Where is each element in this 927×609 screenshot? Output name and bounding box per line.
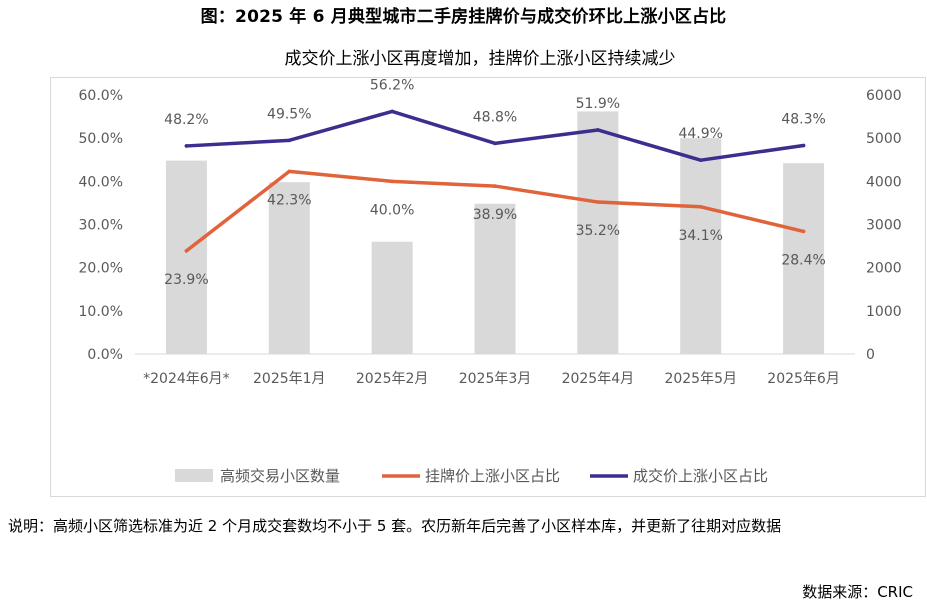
line-listing-price-point bbox=[493, 184, 497, 188]
y-right-tick-label: 4000 bbox=[866, 174, 902, 190]
line-listing-price-point bbox=[184, 249, 189, 253]
line-transaction-price-point bbox=[493, 141, 497, 146]
line-transaction-price-point bbox=[801, 143, 806, 148]
data-label-listing: 38.9% bbox=[473, 207, 517, 223]
bar-high-freq-count bbox=[371, 241, 413, 354]
y-left-tick-label: 60.0% bbox=[79, 88, 123, 104]
y-right-tick-label: 0 bbox=[866, 347, 875, 363]
bar-high-freq-count bbox=[577, 111, 619, 354]
y-left-tick-label: 30.0% bbox=[79, 218, 123, 234]
line-listing-price-point bbox=[596, 200, 600, 204]
y-left-tick-label: 20.0% bbox=[79, 261, 123, 277]
data-label-listing: 23.9% bbox=[164, 272, 208, 288]
line-listing-price-point bbox=[390, 179, 394, 184]
y-right-tick-label: 2000 bbox=[866, 261, 902, 277]
x-tick-label: 2025年1月 bbox=[253, 371, 326, 387]
x-tick-label: 2025年4月 bbox=[562, 371, 635, 387]
data-label-listing: 28.4% bbox=[781, 252, 825, 268]
legend-label-listing: 挂牌价上涨小区占比 bbox=[425, 467, 560, 485]
y-right-tick-label: 3000 bbox=[866, 218, 902, 234]
data-label-transaction: 48.8% bbox=[473, 109, 517, 125]
line-transaction-price-point bbox=[390, 109, 394, 114]
x-tick-label: 2025年5月 bbox=[664, 371, 737, 387]
data-label-transaction: 44.9% bbox=[678, 126, 722, 142]
chart: 成交价上涨小区再度增加，挂牌价上涨小区持续减少 0.0% 10.0% 20.0% 30.… bbox=[79, 49, 902, 485]
line-transaction-price-point bbox=[184, 144, 189, 148]
y-left-tick-label: 0.0% bbox=[87, 347, 123, 363]
data-label-transaction: 49.5% bbox=[267, 106, 311, 122]
y-left-tick-label: 10.0% bbox=[79, 304, 123, 320]
legend-label-bars: 高频交易小区数量 bbox=[220, 467, 340, 485]
bar-high-freq-count bbox=[268, 182, 310, 354]
line-listing-price-point bbox=[698, 205, 703, 209]
bar-high-freq-count bbox=[474, 203, 516, 354]
data-label-transaction: 48.3% bbox=[781, 112, 825, 128]
y-left-tick-label: 40.0% bbox=[79, 174, 123, 190]
chart-subtitle: 成交价上涨小区再度增加，挂牌价上涨小区持续减少 bbox=[285, 49, 676, 69]
chart-frame bbox=[50, 77, 926, 497]
chart-title: 图：2025 年 6 月典型城市二手房挂牌价与成交价环比上涨小区占比 bbox=[200, 7, 727, 27]
line-transaction-price-point bbox=[287, 138, 292, 143]
legend-label-transaction: 成交价上涨小区占比 bbox=[633, 467, 768, 485]
y-right-tick-label: 6000 bbox=[866, 88, 902, 104]
y-right-tick-label: 1000 bbox=[866, 304, 902, 320]
data-label-transaction: 51.9% bbox=[576, 96, 620, 112]
data-label-transaction: 48.2% bbox=[164, 112, 208, 128]
bar-high-freq-count bbox=[165, 160, 207, 354]
x-tick-label: 2025年3月 bbox=[459, 371, 532, 387]
line-transaction-price-point bbox=[698, 158, 703, 162]
legend-swatch-bars bbox=[175, 469, 213, 482]
x-tick-label: *2024年6月* bbox=[143, 371, 230, 387]
bar-high-freq-count bbox=[680, 138, 722, 354]
data-source: 数据来源：CRIC bbox=[802, 583, 913, 601]
data-label-listing: 42.3% bbox=[267, 192, 311, 208]
data-label-listing: 40.0% bbox=[370, 202, 414, 218]
line-transaction-price-point bbox=[596, 128, 600, 132]
x-tick-label: 2025年6月 bbox=[767, 371, 840, 387]
data-label-transaction: 56.2% bbox=[370, 77, 414, 93]
data-label-listing: 35.2% bbox=[576, 223, 620, 239]
x-tick-label: 2025年2月 bbox=[356, 371, 429, 387]
y-left-tick-label: 50.0% bbox=[79, 131, 123, 147]
chart-note: 说明：高频小区筛选标准为近 2 个月成交套数均不小于 5 套。农历新年后完善了小… bbox=[8, 517, 782, 535]
line-listing-price-point bbox=[287, 169, 292, 174]
line-listing-price-point bbox=[801, 229, 806, 234]
y-right-tick-label: 5000 bbox=[866, 131, 902, 147]
data-label-listing: 34.1% bbox=[678, 228, 722, 244]
bar-high-freq-count bbox=[783, 163, 825, 354]
